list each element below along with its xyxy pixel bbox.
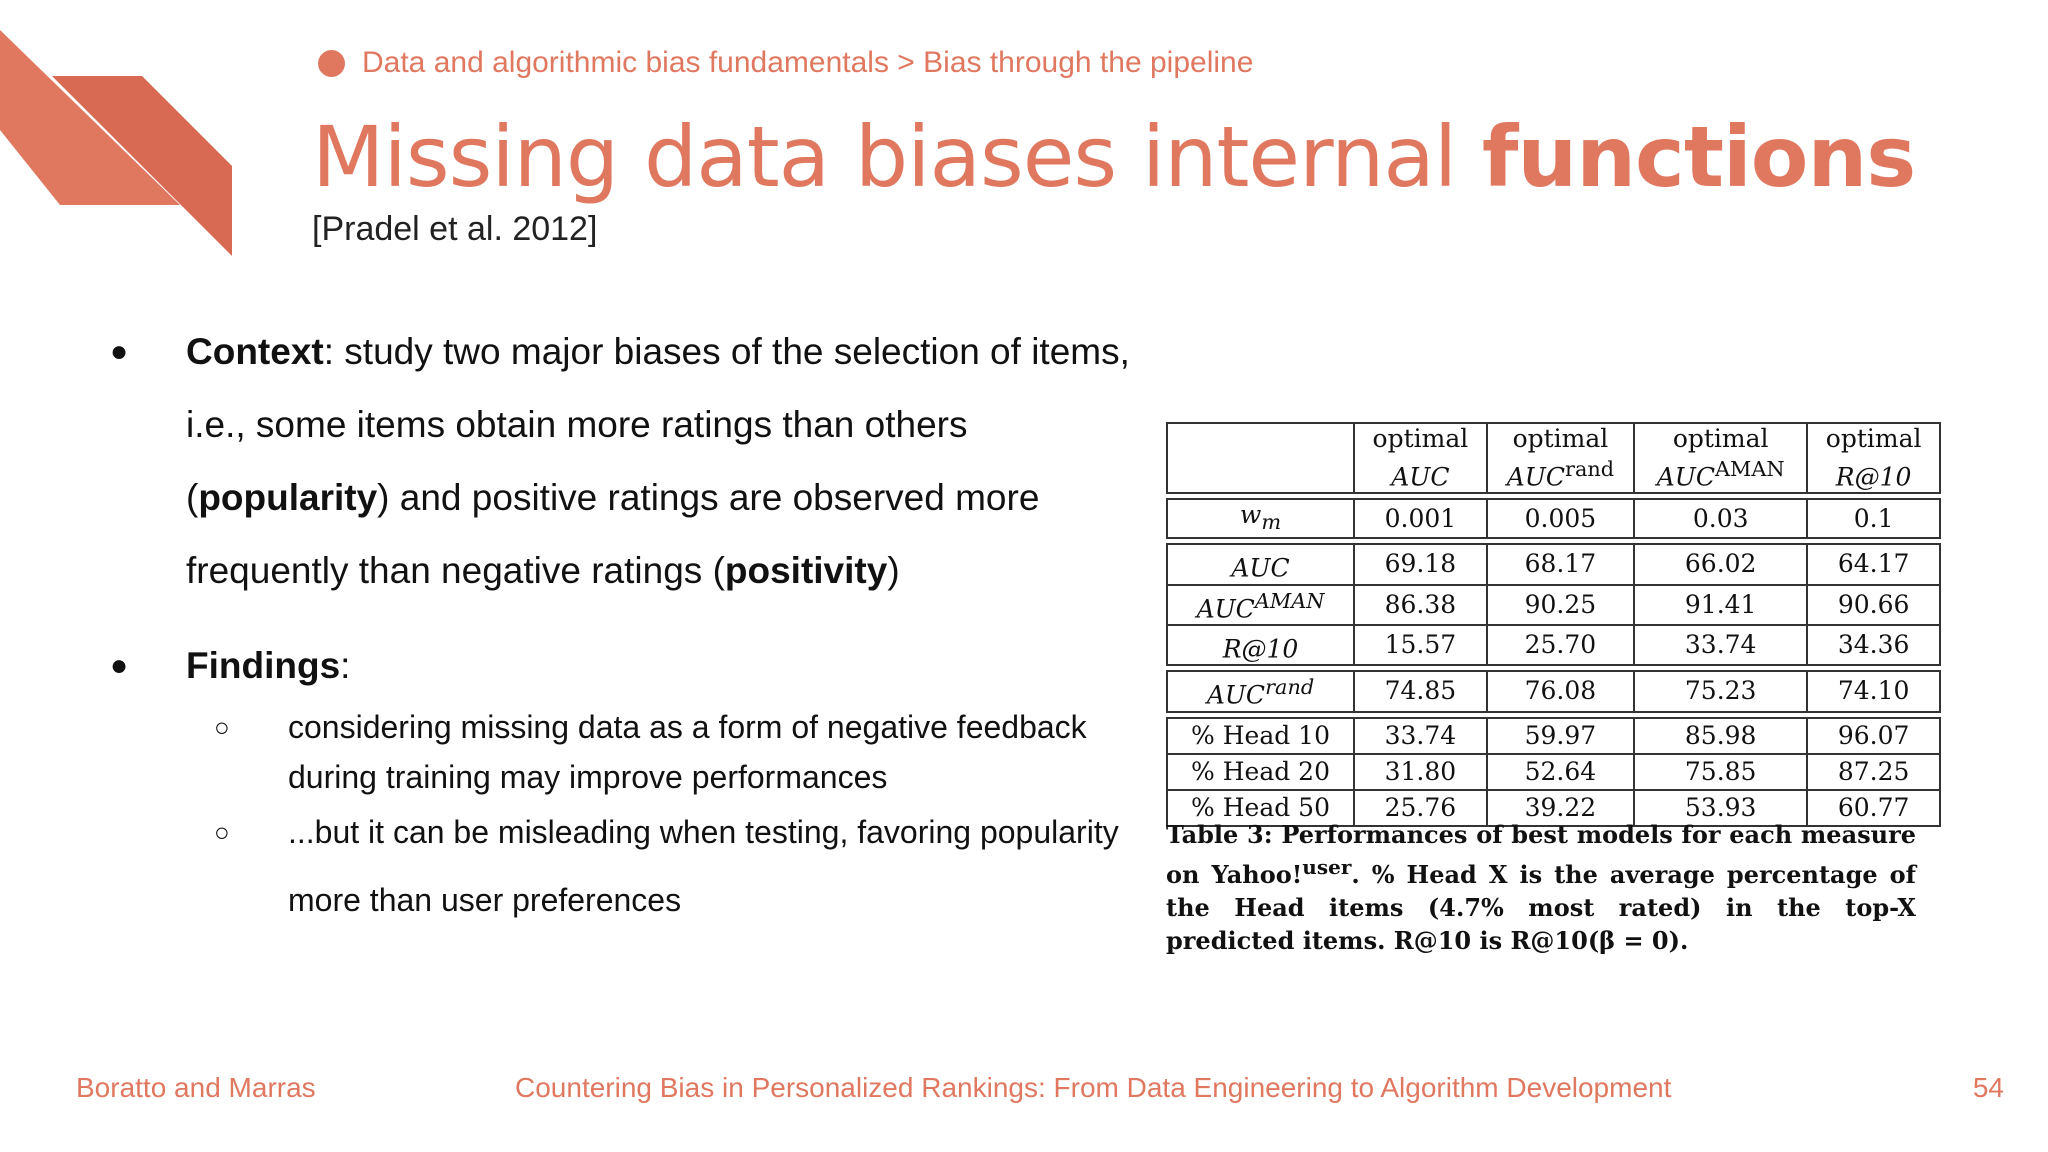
citation: [Pradel et al. 2012] (312, 210, 598, 248)
table-row: % Head 10 33.74 59.97 85.98 96.07 (1165, 716, 1941, 755)
table-row-label: % Head 20 (1165, 752, 1356, 791)
table-cell: 85.98 (1633, 716, 1809, 755)
bullet-context-text-1: : study two major biases of the selectio… (186, 331, 1130, 518)
footer-page-number: 54 (1972, 1072, 2004, 1103)
table-cell: 96.07 (1806, 716, 1941, 755)
bullet-marker: ● (110, 649, 129, 682)
table-header-cell: optimal AUC (1353, 421, 1488, 495)
table-cell: 76.08 (1485, 670, 1636, 713)
table-cell: 75.85 (1633, 752, 1809, 791)
table-cell: 66.02 (1633, 543, 1809, 586)
table-row-label: R@10 (1165, 623, 1356, 667)
logo-stripe-left (0, 30, 180, 205)
results-table-container: optimal AUC optimal AUCrand optimal AUCAMAN… (1165, 421, 1941, 827)
table-cell: 0.005 (1485, 498, 1636, 540)
table-cell: 64.17 (1806, 543, 1941, 586)
bullet-context-popularity: popularity (198, 477, 378, 518)
slide-title-bold: functions (1481, 108, 1916, 206)
table-row: AUCrand 74.85 76.08 75.23 74.10 (1165, 670, 1941, 713)
bullet-list: ● Context: study two major biases of the… (110, 315, 1130, 934)
footer-course-title: Countering Bias in Personalized Rankings… (515, 1072, 1672, 1103)
table-cell: 91.41 (1633, 583, 1809, 626)
table-row: AUC 69.18 68.17 66.02 64.17 (1165, 543, 1941, 586)
sub-bullet-marker: ○ (214, 712, 230, 742)
table-cell: 25.76 (1353, 788, 1488, 827)
table-cell: 31.80 (1353, 752, 1488, 791)
table-cell: 15.57 (1353, 623, 1488, 667)
table-row: % Head 50 25.76 39.22 53.93 60.77 (1165, 788, 1941, 827)
table-cell: 74.10 (1806, 670, 1941, 713)
table-row: R@10 15.57 25.70 33.74 34.36 (1165, 623, 1941, 667)
table-row-label: AUCAMAN (1165, 583, 1356, 626)
table-cell: 0.1 (1806, 498, 1941, 540)
breadcrumb: Data and algorithmic bias fundamentals >… (318, 46, 1253, 80)
table-cell: 59.97 (1485, 716, 1636, 755)
table-cell: 86.38 (1353, 583, 1488, 626)
results-table: optimal AUC optimal AUCrand optimal AUCAMAN… (1165, 421, 1941, 827)
footer-authors: Boratto and Marras (76, 1072, 316, 1103)
breadcrumb-text: Data and algorithmic bias fundamentals >… (362, 46, 1254, 79)
table-row: AUCAMAN 86.38 90.25 91.41 90.66 (1165, 583, 1941, 626)
table-header-row: optimal AUC optimal AUCrand optimal AUCAMAN… (1165, 421, 1941, 495)
table-corner-cell (1165, 421, 1356, 495)
table-cell: 90.25 (1485, 583, 1636, 626)
table-cell: 0.03 (1633, 498, 1809, 540)
table-caption: Table 3: Performances of best models for… (1166, 818, 1916, 957)
bullet-marker: ● (110, 335, 129, 368)
logo-stripe-right (52, 76, 232, 256)
table-header-cell: optimal R@10 (1806, 421, 1941, 495)
table-cell: 53.93 (1633, 788, 1809, 827)
sub-bullet-2-text: ...but it can be misleading when testing… (288, 814, 1119, 918)
presentation-logo (0, 30, 232, 256)
table-row-label: % Head 50 (1165, 788, 1356, 827)
table-cell: 74.85 (1353, 670, 1488, 713)
sub-bullet-marker: ○ (214, 817, 230, 847)
sub-bullet-1-text: considering missing data as a form of ne… (288, 709, 1087, 795)
bullet-context-label: Context (186, 331, 324, 372)
bullet-context-text-2: ) and positive ratings are observed more… (186, 477, 1040, 591)
table-row-label: AUCrand (1165, 670, 1356, 713)
table-cell: 39.22 (1485, 788, 1636, 827)
bullet-findings-colon: : (340, 645, 351, 686)
table-gap (1167, 492, 1940, 501)
bullet-findings: ● Findings: (110, 629, 1130, 702)
table-row-label: wm (1165, 498, 1356, 540)
table-gap (1167, 537, 1940, 546)
table-gap (1167, 664, 1940, 673)
table-row-label: AUC (1165, 543, 1356, 586)
table-caption-text-1: Table 3: Performances of best models for… (1166, 820, 1916, 889)
table-cell: 60.77 (1806, 788, 1941, 827)
table-row-label: % Head 10 (1165, 716, 1356, 755)
table-cell: 52.64 (1485, 752, 1636, 791)
table-cell: 75.23 (1633, 670, 1809, 713)
breadcrumb-dot-icon (318, 49, 345, 77)
table-row: wm 0.001 0.005 0.03 0.1 (1165, 498, 1941, 540)
table-cell: 68.17 (1485, 543, 1636, 586)
table-cell: 69.18 (1353, 543, 1488, 586)
slide-title-regular: Missing data biases internal (312, 108, 1482, 206)
table-cell: 90.66 (1806, 583, 1941, 626)
table-row: % Head 20 31.80 52.64 75.85 87.25 (1165, 752, 1941, 791)
table-cell: 0.001 (1353, 498, 1488, 540)
table-caption-sup: user (1302, 855, 1352, 879)
bullet-context: ● Context: study two major biases of the… (110, 315, 1130, 607)
table-cell: 33.74 (1353, 716, 1488, 755)
table-gap (1167, 710, 1940, 719)
table-cell: 33.74 (1633, 623, 1809, 667)
sub-bullet-2: ○ ...but it can be misleading when testi… (110, 798, 1130, 934)
table-caption-text-2: . % Head X is the average percentage of … (1166, 860, 1916, 955)
table-cell: 25.70 (1485, 623, 1636, 667)
bullet-context-text-3: ) (887, 550, 900, 591)
bullet-findings-label: Findings (186, 645, 341, 686)
table-header-cell: optimal AUCAMAN (1633, 421, 1809, 495)
sub-bullet-1: ○ considering missing data as a form of … (110, 702, 1130, 802)
table-cell: 87.25 (1806, 752, 1941, 791)
table-cell: 34.36 (1806, 623, 1941, 667)
bullet-context-positivity: positivity (724, 550, 888, 591)
slide-title: Missing data biases internal functions (312, 108, 1916, 206)
table-header-cell: optimal AUCrand (1485, 421, 1636, 495)
